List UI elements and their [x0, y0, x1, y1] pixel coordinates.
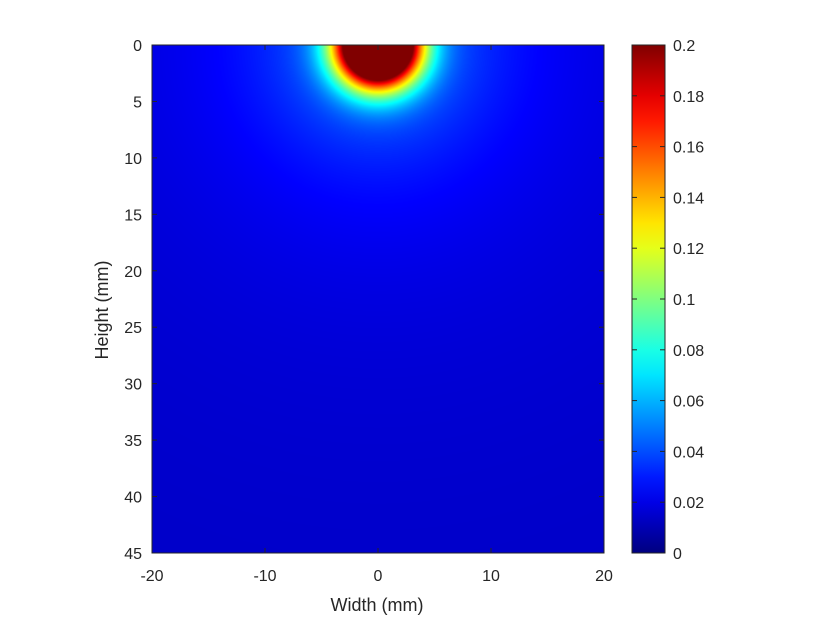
- colorbar-tick-label: 0.08: [673, 343, 704, 360]
- colorbar-tick-label: 0.18: [673, 89, 704, 106]
- y-axis-label: Height (mm): [92, 260, 112, 359]
- x-axis: -20 -10 0 10 20: [140, 45, 613, 585]
- colorbar-tick-label: 0.04: [673, 444, 704, 461]
- y-tick-label: 20: [124, 264, 142, 281]
- colorbar-tick-label: 0.1: [673, 292, 695, 309]
- colorbar-tick-label: 0.14: [673, 190, 704, 207]
- y-tick-label: 5: [133, 94, 142, 111]
- y-tick-label: 30: [124, 377, 142, 394]
- y-tick-label: 35: [124, 433, 142, 450]
- y-tick-label: 45: [124, 546, 142, 563]
- y-tick-label: 10: [124, 151, 142, 168]
- y-tick-label: 25: [124, 320, 142, 337]
- y-tick-label: 15: [124, 207, 142, 224]
- x-tick-label: 0: [374, 568, 383, 585]
- x-tick-label: -20: [140, 568, 163, 585]
- x-tick-label: 20: [595, 568, 613, 585]
- x-axis-label: Width (mm): [331, 595, 424, 615]
- colorbar-tick-label: 0.06: [673, 394, 704, 411]
- colorbar-tick-label: 0.12: [673, 241, 704, 258]
- colorbar-gradient: [631, 44, 666, 554]
- y-tick-label: 0: [133, 38, 142, 55]
- colorbar-tick-label: 0: [673, 546, 682, 563]
- x-tick-label: -10: [253, 568, 276, 585]
- y-axis: 0 5 10 15 20 25 30 35 40 45: [124, 38, 604, 563]
- x-tick-label: 10: [482, 568, 500, 585]
- heatmap-image: [152, 45, 604, 553]
- plot-area: [151, 44, 605, 554]
- colorbar: 0 0.02 0.04 0.06 0.08 0.1 0.12 0.14 0.16 0.18 0.2: [631, 38, 704, 563]
- colorbar-tick-label: 0.2: [673, 38, 695, 55]
- y-tick-label: 40: [124, 490, 142, 507]
- colorbar-tick-label: 0.02: [673, 495, 704, 512]
- colorbar-tick-label: 0.16: [673, 140, 704, 157]
